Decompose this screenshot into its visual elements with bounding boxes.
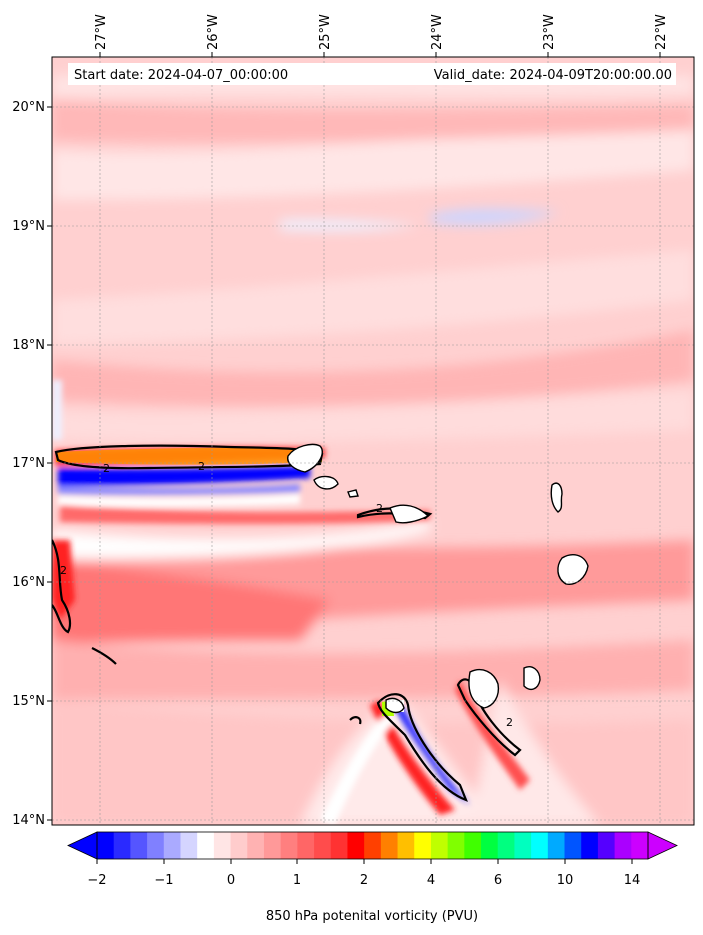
lat-label: 20°N: [12, 100, 45, 115]
contour-label: 2: [198, 460, 205, 473]
colorbar-segment: [597, 832, 616, 859]
colorbar-tick-label: 1: [293, 873, 301, 888]
colorbar-min-extend: [67, 831, 98, 860]
colorbar-segment: [380, 832, 399, 859]
lon-label: 27°W: [94, 14, 109, 50]
colorbar-ticks: −2 −1 0 1 2 4 6 10 14: [87, 873, 640, 888]
lon-axis: 27°W 26°W 25°W 24°W 23°W 22°W: [94, 14, 669, 57]
colorbar-segment: [464, 832, 482, 859]
colorbar-tick-label: −1: [154, 873, 173, 888]
lon-label: 24°W: [430, 14, 445, 50]
colorbar-segment: [97, 832, 115, 859]
colorbar-tick-label: 0: [227, 873, 235, 888]
colorbar-segment: [430, 832, 449, 859]
colorbar-title: 850 hPa potenital vorticity (PVU): [266, 909, 478, 924]
colorbar: [67, 831, 678, 864]
colorbar-segment: [230, 832, 248, 859]
pv-field: 2 2 2 2 2: [52, 57, 694, 825]
colorbar-segment: [247, 832, 265, 859]
colorbar-segment: [364, 832, 382, 859]
colorbar-segment: [564, 832, 582, 859]
colorbar-max-extend: [647, 831, 678, 860]
colorbar-segment: [163, 832, 181, 859]
lat-label: 14°N: [12, 813, 45, 828]
map-frame: [51, 56, 695, 826]
colorbar-segment: [297, 832, 315, 859]
colorbar-segment: [631, 832, 649, 859]
lon-label: 22°W: [654, 14, 669, 50]
contour-label: 2: [376, 502, 383, 515]
colorbar-segment: [447, 832, 465, 859]
colorbar-segment: [414, 832, 432, 859]
colorbar-segment: [263, 832, 282, 859]
colorbar-segment: [180, 832, 198, 859]
colorbar-frame: [96, 831, 649, 860]
colorbar-segment: [481, 832, 499, 859]
colorbar-segment: [280, 832, 298, 859]
colorbar-segment: [514, 832, 532, 859]
contour-label: 2: [506, 716, 513, 729]
lat-label: 17°N: [12, 456, 45, 471]
colorbar-segment: [197, 832, 215, 859]
colorbar-segment: [113, 832, 131, 859]
colorbar-segment: [581, 832, 599, 859]
colorbar-segment: [330, 832, 348, 859]
contour-label: 2: [103, 462, 110, 475]
colorbar-segment: [314, 832, 332, 859]
valid-date-text: Valid_date: 2024-04-09T20:00:00.00: [434, 68, 672, 83]
colorbar-segment: [531, 832, 549, 859]
colorbar-segment: [347, 832, 365, 859]
lon-label: 25°W: [318, 14, 333, 50]
colorbar-tick-label: 2: [360, 873, 368, 888]
lat-label: 18°N: [12, 338, 45, 353]
colorbar-segment: [497, 832, 515, 859]
contour-label: 2: [60, 564, 67, 577]
colorbar-segment: [130, 832, 148, 859]
colorbar-segment: [614, 832, 632, 859]
start-date-text: Start date: 2024-04-07_00:00:00: [74, 68, 288, 83]
colorbar-segment: [147, 832, 165, 859]
lon-label: 23°W: [542, 14, 557, 50]
lon-label: 26°W: [206, 14, 221, 50]
lat-label: 19°N: [12, 219, 45, 234]
colorbar-tick-label: 4: [427, 873, 435, 888]
colorbar-segment: [397, 832, 415, 859]
header-box: [68, 63, 676, 85]
lat-axis: 20°N 19°N 18°N 17°N 16°N 15°N 14°N: [12, 100, 52, 828]
colorbar-tick-label: −2: [87, 873, 106, 888]
lat-label: 16°N: [12, 575, 45, 590]
colorbar-tick-label: 10: [557, 873, 574, 888]
colorbar-tick-label: 14: [624, 873, 641, 888]
colorbar-segment: [213, 832, 232, 859]
colorbar-tick-label: 6: [494, 873, 502, 888]
colorbar-segment: [547, 832, 566, 859]
lat-label: 15°N: [12, 694, 45, 709]
